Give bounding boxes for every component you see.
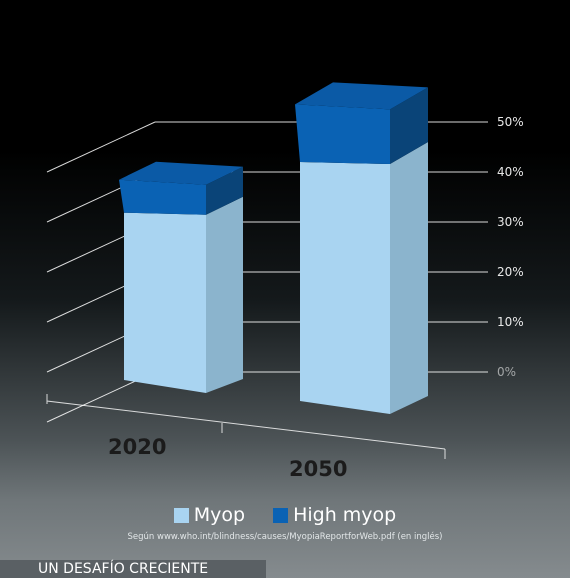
footer-tag: UN DESAFÍO CRECIENTE <box>0 560 266 578</box>
y-tick-label-1: 10% <box>497 315 524 329</box>
floor-front-edge <box>46 394 446 450</box>
y-tick-label-2: 20% <box>497 265 524 279</box>
bar-2050 <box>295 82 428 415</box>
bar-2020-top <box>119 161 243 185</box>
y-tick-label-4: 40% <box>497 165 524 179</box>
bar-2050-myop-front <box>300 162 390 414</box>
bar-2050-high-side <box>390 87 428 165</box>
legend-item-myop: Myop <box>173 504 246 526</box>
legend-label-high-myop: High myop <box>293 504 397 526</box>
legend: Myop High myop <box>0 502 570 528</box>
bars <box>119 82 428 415</box>
category-label-2050: 2050 <box>289 457 347 481</box>
legend-item-high-myop: High myop <box>273 504 396 526</box>
gridline-side-5 <box>46 121 156 173</box>
legend-label-myop: Myop <box>193 504 246 526</box>
bar-2020-high-front <box>119 179 206 215</box>
bar-2020-high-side <box>206 166 243 215</box>
bar-2020-myop-side <box>206 196 243 393</box>
category-labels: 2020 2050 <box>108 435 347 481</box>
y-tick-label-3: 30% <box>497 215 524 229</box>
y-tick-label-0: 0% <box>497 365 516 379</box>
y-axis-tick-labels: 0% 10% 20% 30% 40% 50% <box>497 115 524 379</box>
chart-floor <box>46 394 446 459</box>
source-note: Según www.who.int/blindness/causes/Myopi… <box>127 532 443 542</box>
y-tick-label-5: 50% <box>497 115 524 129</box>
legend-swatch-myop <box>173 507 189 523</box>
bar-2050-high-front <box>295 104 390 165</box>
bar-2020 <box>119 161 243 393</box>
bar-2050-myop-side <box>390 142 428 415</box>
legend-swatch-high-myop <box>273 507 289 523</box>
bar-2020-myop-front <box>124 212 206 393</box>
category-label-2020: 2020 <box>108 435 166 459</box>
bar-2050-top <box>295 82 428 110</box>
